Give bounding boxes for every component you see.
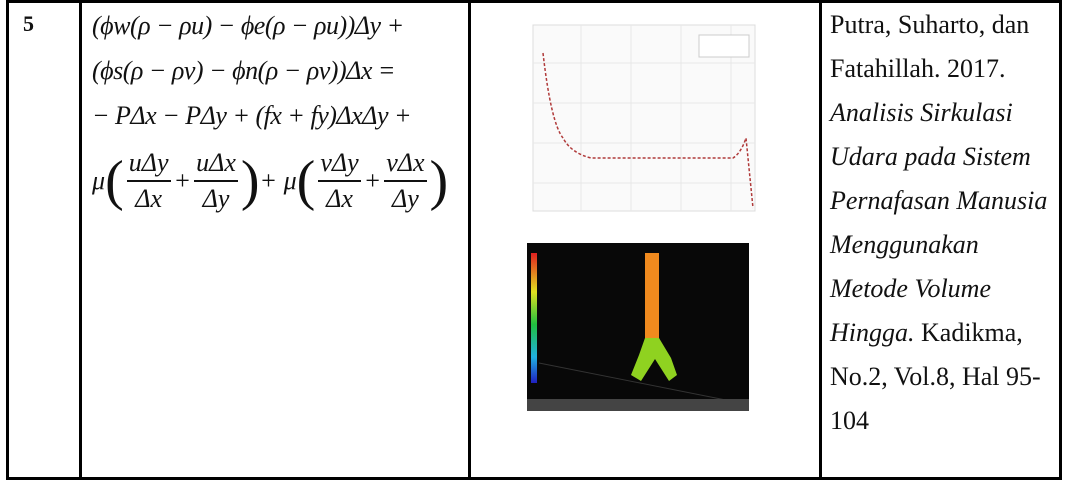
formula-text: μ xyxy=(92,166,105,196)
numerator: uΔx xyxy=(194,146,238,182)
formula-text: + xyxy=(174,166,192,196)
denominator: Δx xyxy=(326,182,353,216)
formula-text: + xyxy=(364,166,382,196)
reference-authors: Putra, Suharto, dan Fatahillah. 2017. xyxy=(830,10,1029,83)
formula-line: − PΔx − PΔy + (fx + fy)ΔxΔy + xyxy=(92,93,464,138)
formula-cell: (ϕw(ρ − ρu) − ϕe(ρ − ρu))Δy + (ϕs(ρ − ρv… xyxy=(81,2,470,479)
parenthesis: ( xyxy=(297,153,316,209)
row-number: 5 xyxy=(8,2,81,479)
airflow-image xyxy=(527,243,749,411)
table-row: 5 (ϕw(ρ − ρu) − ϕe(ρ − ρu))Δy + (ϕs(ρ − … xyxy=(8,2,1061,479)
figures xyxy=(471,3,819,443)
denominator: Δy xyxy=(203,182,230,216)
convergence-plot xyxy=(533,25,755,211)
parenthesis: ( xyxy=(105,153,124,209)
image-footer xyxy=(527,399,749,411)
reference-table: 5 (ϕw(ρ − ρu) − ϕe(ρ − ρu))Δy + (ϕs(ρ − … xyxy=(6,0,1062,480)
formula-line: (ϕw(ρ − ρu) − ϕe(ρ − ρu))Δy + xyxy=(92,3,464,48)
formula-text: + μ xyxy=(260,166,297,196)
numerator: vΔx xyxy=(384,146,426,182)
color-bar xyxy=(531,253,537,383)
numerator: vΔy xyxy=(318,146,360,182)
numerator: uΔy xyxy=(127,146,171,182)
parenthesis: ) xyxy=(241,153,260,209)
figure-cell xyxy=(470,2,821,479)
image-background xyxy=(527,243,749,411)
denominator: Δy xyxy=(392,182,419,216)
denominator: Δx xyxy=(135,182,162,216)
trachea xyxy=(645,253,659,343)
parenthesis: ) xyxy=(430,153,449,209)
formula-line: (ϕs(ρ − ρv) − ϕn(ρ − ρv))Δx = xyxy=(92,48,464,93)
plot-legend xyxy=(699,35,749,57)
reference-cell: Putra, Suharto, dan Fatahillah. 2017. An… xyxy=(821,2,1061,479)
page: 5 (ϕw(ρ − ρu) − ϕe(ρ − ρu))Δy + (ϕs(ρ − … xyxy=(0,0,1067,468)
reference-title: Analisis Sirkulasi Udara pada Sistem Per… xyxy=(830,98,1047,347)
